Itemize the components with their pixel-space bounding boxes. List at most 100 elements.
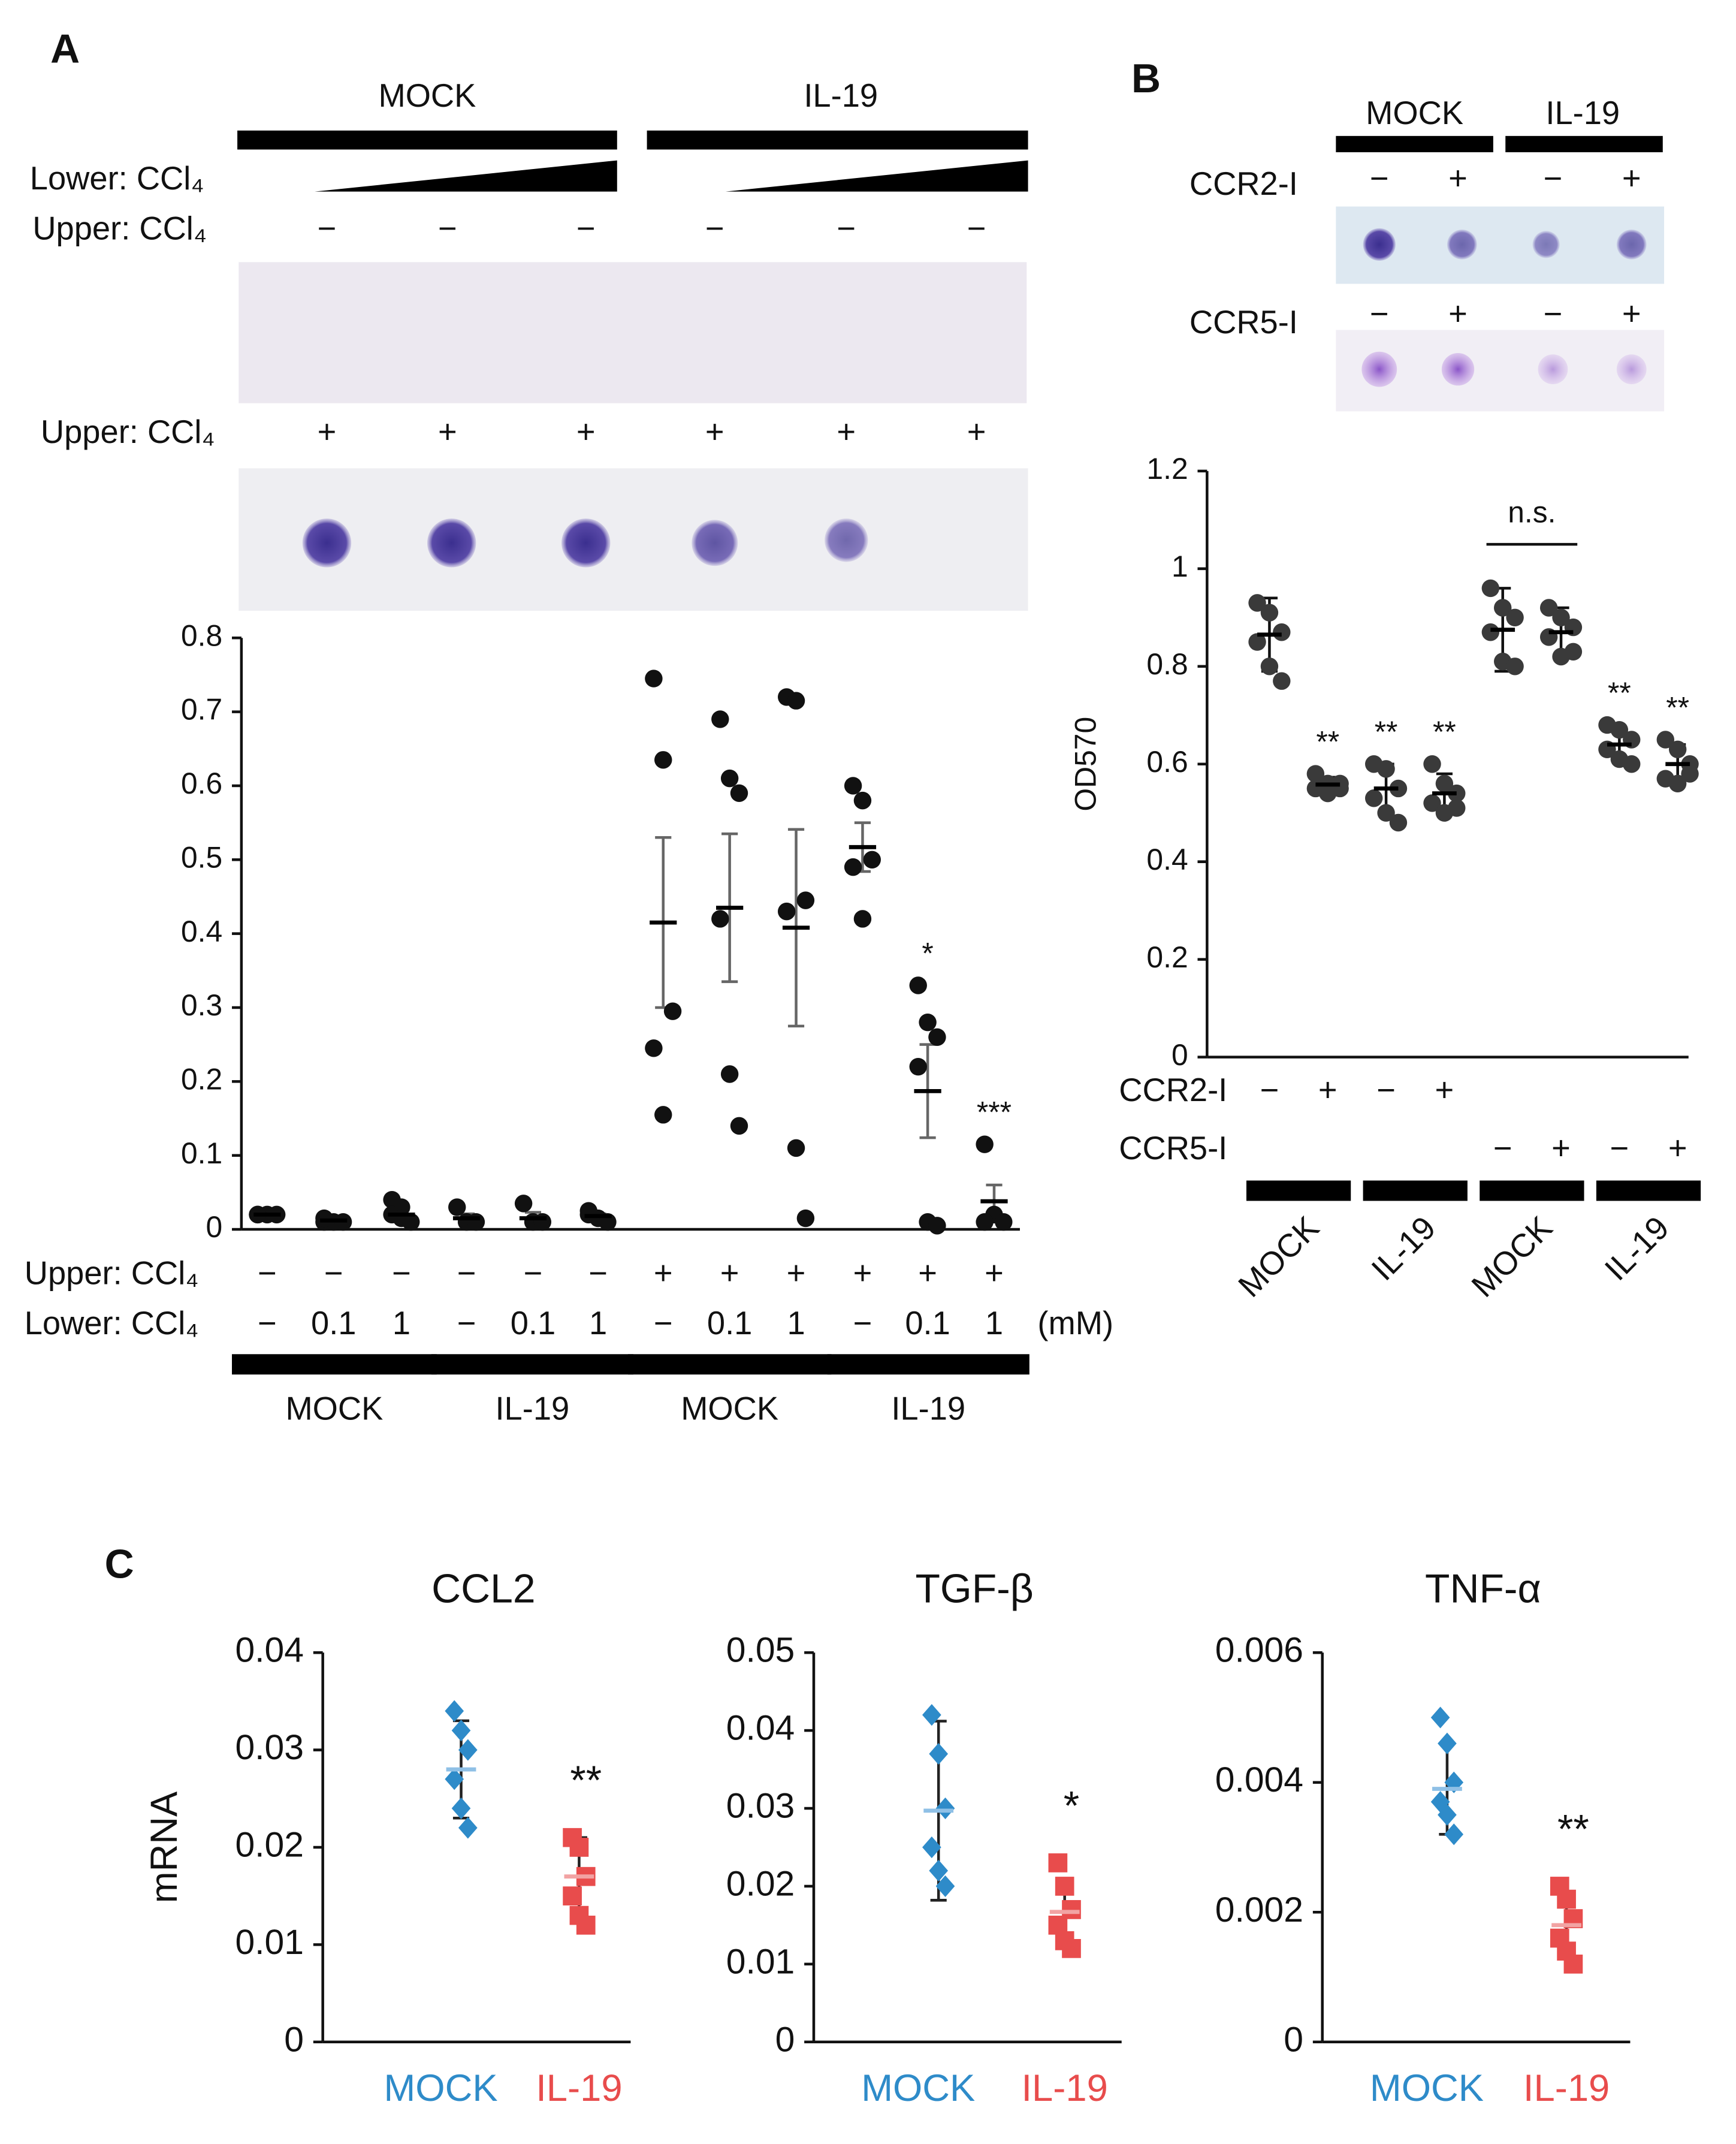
group-bar [647,130,1028,150]
point [796,891,815,909]
point [467,1213,485,1231]
point [1563,1954,1583,1974]
row-value: − [524,1255,543,1291]
panel-label: C [105,1542,134,1587]
point [1448,799,1466,817]
row-label: Upper: CCl₄ [32,210,207,247]
group-bar [431,1354,633,1375]
row-value: − [853,1305,872,1341]
point [720,1065,739,1083]
x-tick-label: IL-19 [536,2067,622,2109]
row-value: − [258,1305,277,1341]
row-value: + [654,1255,673,1291]
sign: − [318,210,337,247]
significance: ** [1557,1807,1589,1852]
group-bar [1480,1180,1584,1201]
row-label: CCR2-I [1189,165,1298,202]
point [645,670,663,687]
y-tick-label: 0 [1284,2020,1303,2059]
point [1557,1889,1576,1909]
row-value: − [1493,1130,1512,1166]
group-bar [827,1354,1029,1375]
point [1260,658,1279,676]
blot-spot [825,518,868,562]
significance: ** [1375,715,1398,749]
row-value: 0.1 [707,1305,752,1341]
y-tick-label: 1.2 [1146,452,1188,486]
point [711,910,729,928]
y-axis-label: OD570 [1068,717,1102,812]
row-value: + [720,1255,739,1291]
row-value: + [1318,1072,1338,1108]
row-value: − [1610,1130,1629,1166]
panel-label: A [50,26,80,71]
row-label: Lower: CCl₄ [25,1305,199,1341]
blot-spot [561,518,611,568]
point [1364,789,1383,807]
row-label: CCR5-I [1189,304,1298,340]
point [1377,804,1395,822]
sign: + [967,414,986,450]
sign: + [1448,160,1468,197]
blot-spot [692,520,738,566]
point [863,851,881,869]
point [787,1139,805,1157]
row-value: 1 [393,1305,410,1341]
sign: + [1622,160,1641,197]
row-label: Upper: CCl₄ [41,414,215,450]
blot-spot [1538,354,1568,385]
group-bar [232,1354,437,1375]
point [730,784,748,802]
row-value: 1 [985,1305,1003,1341]
row-value: + [787,1255,806,1291]
y-tick-label: 0.4 [1146,843,1188,876]
group-label: MOCK [681,1391,778,1427]
y-tick-label: 0.1 [181,1136,222,1170]
point [1435,774,1454,793]
x-tick-label: IL-19 [1523,2067,1610,2109]
blot-header: MOCK [1366,95,1463,131]
sign: − [967,210,986,247]
row-value: − [457,1305,476,1341]
group-label: IL-19 [495,1391,569,1427]
panel-label: B [1131,56,1161,101]
y-tick-label: 0.04 [235,1631,303,1670]
row-value: + [1551,1130,1571,1166]
blot-spot [1363,228,1396,261]
sign: − [576,210,596,247]
group-bar [1596,1180,1701,1201]
point [1048,1853,1068,1872]
y-tick-label: 0.03 [726,1787,795,1826]
sign: − [1544,160,1563,197]
blot-image [238,262,1027,403]
point [844,858,862,876]
y-tick-label: 0.8 [1146,647,1188,681]
y-tick-label: 1 [1172,550,1188,583]
point [1377,760,1395,778]
point [1506,658,1524,676]
sign: + [438,414,457,450]
point [654,1106,672,1124]
point [929,1859,949,1882]
sign: − [1370,295,1389,332]
row-value: 1 [787,1305,805,1341]
y-tick-label: 0.6 [181,767,222,800]
chart-title: CCL2 [431,1566,536,1611]
point [1331,779,1349,798]
point [451,1719,471,1742]
point [1248,594,1266,612]
row-label: Upper: CCl₄ [25,1255,199,1291]
blot-spot [1361,351,1397,387]
point [1656,731,1675,749]
point [711,710,729,728]
point [919,1013,937,1032]
group-label: MOCK [285,1391,383,1427]
y-tick-label: 0.002 [1215,1890,1303,1929]
blot-header: IL-19 [804,77,878,114]
sign: + [1448,295,1468,332]
row-value: 0.1 [511,1305,555,1341]
row-value: − [1376,1072,1396,1108]
point [796,1209,815,1228]
row-value: − [258,1255,277,1291]
